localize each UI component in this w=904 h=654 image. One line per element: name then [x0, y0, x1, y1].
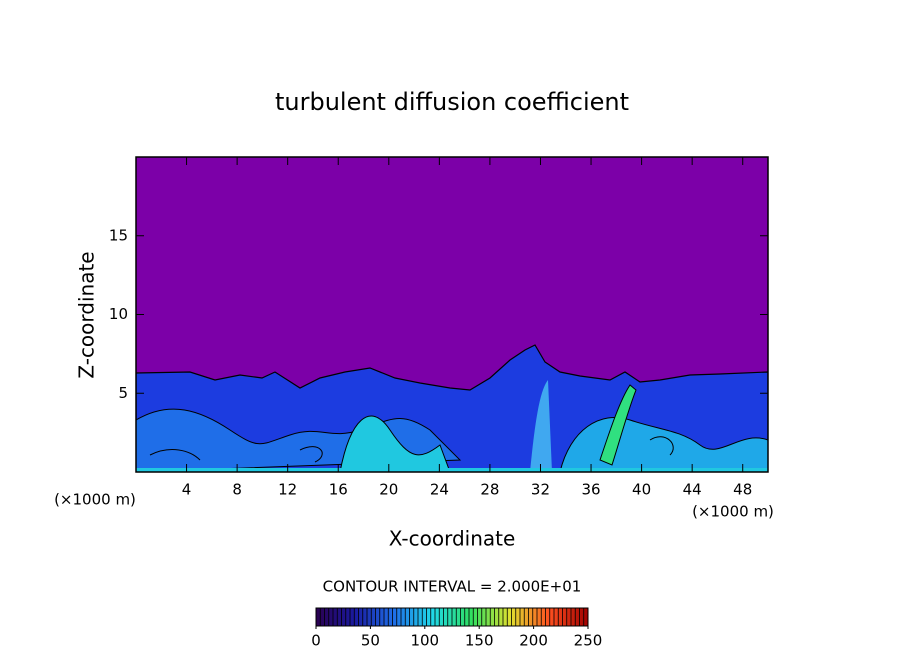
colorbar: 0 50 100 150 200 250 — [311, 607, 603, 650]
x-tick-label: 48 — [733, 481, 752, 499]
x-tick-label: 4 — [182, 481, 192, 499]
x-tick-label: 32 — [531, 481, 550, 499]
colorbar-tick-label: 0 — [311, 632, 321, 650]
x-axis-label: X-coordinate — [389, 527, 516, 551]
x-tick-label: 12 — [278, 481, 297, 499]
y-tick-label: 5 — [118, 384, 128, 402]
x-tick-label: 20 — [379, 481, 398, 499]
y-tick-label: 10 — [109, 305, 128, 323]
colorbar-tick-label: 100 — [410, 632, 439, 650]
y-axis-label: Z-coordinate — [75, 251, 99, 378]
x-tick-label: 44 — [683, 481, 702, 499]
colorbar-tick-label: 200 — [519, 632, 548, 650]
x-unit-label: (×1000 m) — [692, 503, 774, 521]
chart-title: turbulent diffusion coefficient — [275, 88, 629, 116]
x-tick-label: 24 — [430, 481, 449, 499]
y-tick-label: 15 — [109, 226, 128, 244]
colorbar-tick-label: 150 — [465, 632, 494, 650]
contour-interval: CONTOUR INTERVAL = 2.000E+01 — [323, 578, 582, 596]
colorbar-frame — [315, 607, 589, 627]
contour-field — [136, 157, 768, 472]
x-unit-label: (×1000 m) — [54, 491, 136, 509]
x-tick-label: 40 — [632, 481, 651, 499]
colorbar-tick-label: 250 — [574, 632, 603, 650]
colorbar-tick-label: 50 — [361, 632, 380, 650]
x-tick-label: 8 — [232, 481, 242, 499]
x-tick-label: 36 — [581, 481, 600, 499]
x-tick-label: 16 — [329, 481, 348, 499]
x-tick-label: 28 — [480, 481, 499, 499]
